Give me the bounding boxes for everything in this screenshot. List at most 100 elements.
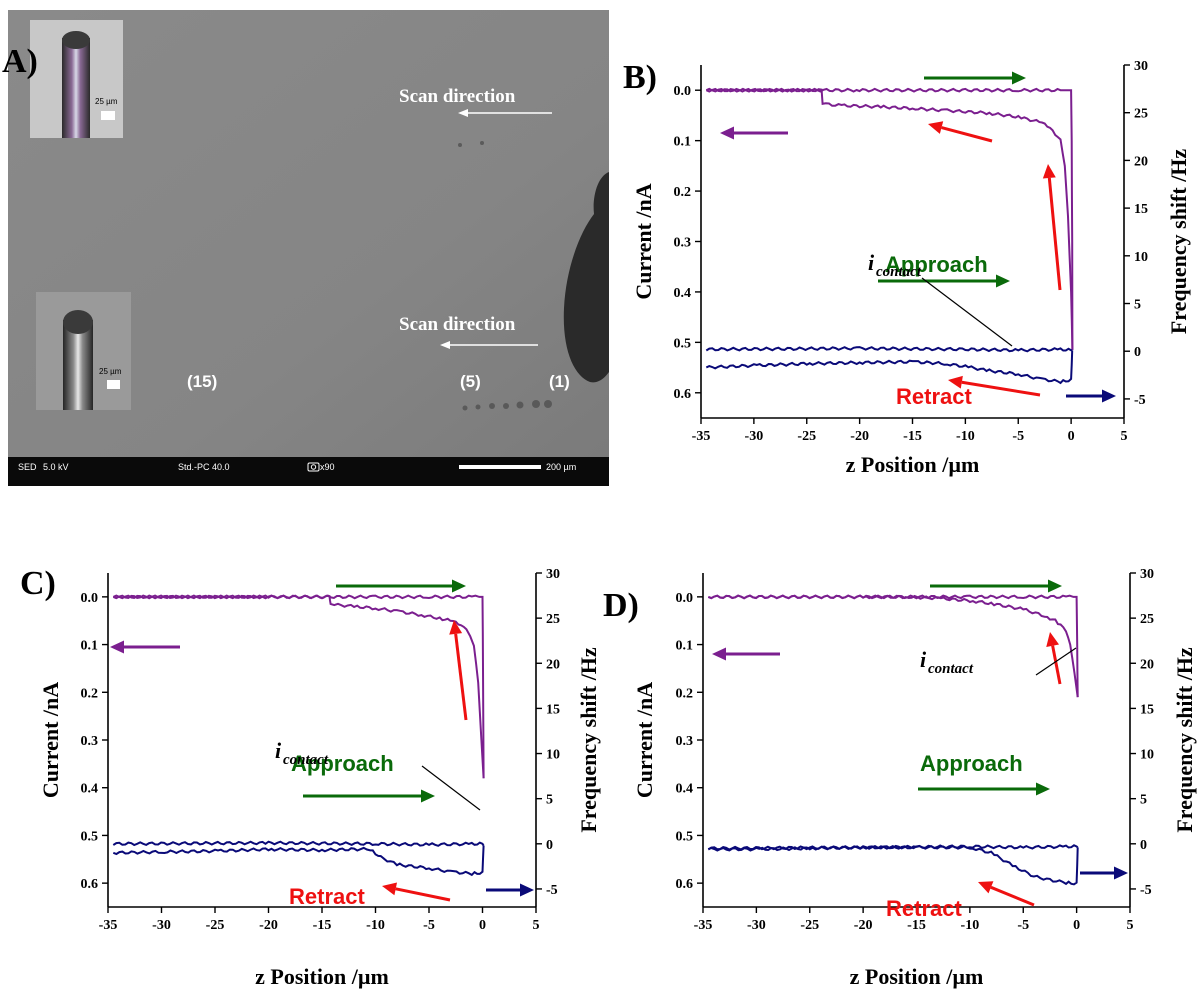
y-right-tick-label: 10	[1134, 250, 1148, 265]
y-left-tick-label: 0.0	[81, 591, 99, 606]
x-tick-label: -15	[903, 429, 922, 444]
approach-arrow-head	[996, 274, 1010, 288]
x-tick-label: -25	[800, 918, 819, 933]
contact-subscript: contact	[283, 752, 329, 768]
inset-bottom-scale-bar	[107, 380, 120, 389]
chart-b: -35 -30 -25 -20 -15 -10 -5 0 5 0.0 0.1 0.2 0.3 0.4 0.5…	[623, 59, 1191, 477]
approach-top-arrow-head	[452, 579, 466, 593]
spot-array	[458, 141, 552, 411]
sem-scale-label: 200 µm	[546, 462, 576, 472]
scan-direction-label-top: Scan direction	[399, 86, 516, 107]
x-tick-label: -25	[206, 918, 225, 933]
retract-current-arrow-b	[1051, 645, 1062, 685]
y-left-tick-label: 0.3	[676, 734, 694, 749]
series-line	[705, 87, 1074, 350]
contact-subscript: contact	[876, 264, 922, 280]
approach-label: Approach	[885, 252, 988, 277]
retract-arrow	[395, 887, 451, 902]
approach-top-arrow-head	[1048, 579, 1062, 593]
retract-arrow	[961, 380, 1041, 397]
y-left-tick-label: 0.0	[676, 591, 694, 606]
retract-current-arrow-b	[454, 633, 468, 721]
series-line	[112, 840, 485, 847]
y-left-tick-label: 0.1	[81, 639, 99, 654]
x-tick-label: -35	[692, 429, 711, 444]
retract-current-arrow-b-head	[1046, 632, 1060, 647]
y-right-tick-label: -5	[546, 883, 558, 898]
y-left-tick-label: 0.1	[674, 135, 692, 150]
y-left-tick-label: 0.2	[81, 686, 99, 701]
retract-label: Retract	[896, 384, 972, 409]
y-right-tick-label: 20	[546, 657, 560, 672]
chart-c: -35 -30 -25 -20 -15 -10 -5 0 5 0.0 0.1 0.2 0.3 0.4 0.5…	[20, 565, 601, 989]
retract-current-arrow-b-head	[1042, 164, 1056, 179]
x-tick-label: -5	[423, 918, 435, 933]
inset-bottom-scale-label: 25 µm	[99, 367, 122, 376]
sem-voltage: 5.0 kV	[43, 462, 69, 472]
x-axis-title: z Position /µm	[850, 964, 984, 989]
x-tick-label: -30	[747, 918, 766, 933]
y-left-axis-title: Current /nA	[38, 682, 63, 798]
series-line	[707, 594, 1079, 698]
approach-top-arrow-head	[1012, 71, 1026, 85]
contact-label: i	[275, 738, 282, 763]
y-left-tick-label: 0.1	[676, 639, 694, 654]
x-tick-label: -35	[694, 918, 713, 933]
series-line	[707, 594, 1079, 698]
spot-label-15: (15)	[187, 372, 217, 391]
retract-arrow-head	[948, 375, 963, 389]
y-right-tick-label: 20	[1140, 657, 1154, 672]
x-tick-label: -35	[99, 918, 118, 933]
y-left-axis-title: Current /nA	[631, 183, 656, 299]
inset-top-scale-bar	[101, 111, 115, 120]
retract-current-arrow-a	[941, 126, 993, 143]
y-right-tick-label: 25	[1140, 612, 1154, 627]
y-right-tick-label: 0	[546, 838, 553, 853]
x-tick-label: 5	[1121, 429, 1128, 444]
y-right-tick-label: 30	[1134, 59, 1148, 74]
x-tick-label: -30	[152, 918, 171, 933]
x-tick-label: 0	[1068, 429, 1075, 444]
sem-mode: Std.-PC 40.0	[178, 462, 230, 472]
x-tick-label: -25	[797, 429, 816, 444]
current-axis-arrow-head	[712, 647, 726, 661]
approach-arrow-head	[1036, 782, 1050, 796]
inset-top-scale-label: 25 µm	[95, 97, 118, 106]
x-axis-title: z Position /µm	[846, 452, 980, 477]
y-right-tick-label: 15	[1140, 702, 1154, 717]
series-line	[112, 845, 485, 877]
retract-current-arrow-a-head	[928, 121, 944, 134]
retract-label: Retract	[886, 896, 962, 921]
x-tick-label: 5	[533, 918, 540, 933]
y-right-tick-label: 0	[1140, 838, 1147, 853]
x-tick-label: -20	[854, 918, 873, 933]
retract-arrow-head	[382, 882, 398, 896]
y-right-tick-label: 15	[1134, 202, 1148, 217]
y-left-tick-label: 0.0	[674, 84, 692, 99]
current-axis-arrow-head	[110, 640, 124, 654]
panel-label: B)	[623, 59, 657, 96]
contact-subscript: contact	[928, 661, 974, 677]
y-right-tick-label: 10	[1140, 748, 1154, 763]
y-right-tick-label: 0	[1134, 345, 1141, 360]
y-left-tick-label: 0.2	[676, 686, 694, 701]
y-right-axis-title: Frequency shift /Hz	[576, 647, 601, 833]
chart-d: -35 -30 -25 -20 -15 -10 -5 0 5 0.0 0.1 0.2 0.3 0.4 0.5…	[603, 567, 1197, 989]
y-left-tick-label: 0.4	[81, 782, 99, 797]
y-left-tick-label: 0.4	[674, 286, 692, 301]
retract-current-arrow-b	[1047, 177, 1062, 291]
y-right-tick-label: 30	[546, 567, 560, 582]
series-line	[705, 350, 1074, 385]
panel-label: D)	[603, 587, 639, 624]
y-right-axis-title: Frequency shift /Hz	[1166, 149, 1191, 335]
x-tick-label: -10	[961, 918, 980, 933]
y-right-tick-label: 30	[1140, 567, 1154, 582]
x-tick-label: 5	[1127, 918, 1134, 933]
y-right-tick-label: 20	[1134, 154, 1148, 169]
x-tick-label: -15	[313, 918, 332, 933]
series-line	[112, 594, 485, 779]
y-left-tick-label: 0.6	[81, 877, 99, 892]
panel-label-a: A)	[2, 43, 38, 80]
retract-label: Retract	[289, 884, 365, 909]
